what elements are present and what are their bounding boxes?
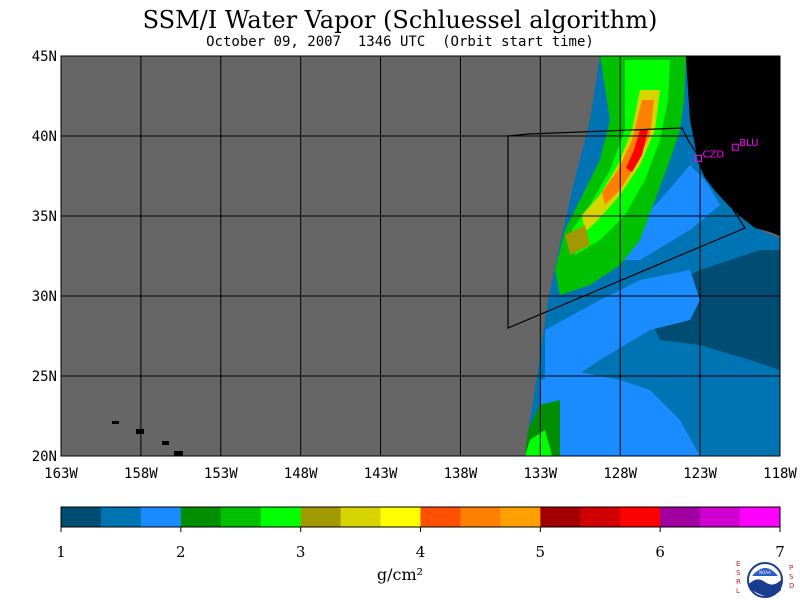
colorbar-tick-label: 1 (56, 543, 66, 561)
colorbar-tick-label: 7 (775, 543, 785, 561)
station-marker (731, 143, 739, 151)
colorbar-tick-labels: 1 2 3 4 5 6 7 (56, 527, 785, 561)
svg-text:E: E (736, 560, 740, 568)
colorbar-tick-label: 2 (176, 543, 186, 561)
svg-text:S: S (736, 569, 741, 577)
colorbar-swatch (660, 507, 701, 527)
station-marker (695, 154, 703, 162)
station-label: CZD (703, 149, 725, 160)
latitude-label: 25N (32, 369, 57, 385)
colorbar-swatch (620, 507, 661, 527)
longitude-label: 148W (284, 466, 318, 482)
longitude-label: 123W (683, 466, 717, 482)
map-title: SSM/I Water Vapor (Schluessel algorithm) (142, 6, 658, 34)
svg-text:R: R (736, 578, 741, 586)
svg-text:P: P (789, 564, 793, 572)
longitude-label: 138W (444, 466, 478, 482)
station-markers: CZD BLU (695, 138, 759, 162)
latitude-label: 45N (32, 49, 57, 65)
colorbar-swatch (700, 507, 741, 527)
colorbar-swatch (220, 507, 262, 527)
psd-letters: PSD (789, 564, 794, 590)
svg-text:S: S (789, 573, 794, 581)
svg-text:L: L (736, 587, 740, 595)
svg-text:NOAA: NOAA (759, 570, 771, 575)
colorbar-swatch (340, 507, 382, 527)
longitude-label: 128W (603, 466, 637, 482)
colorbar-swatch (740, 507, 781, 527)
colorbar (60, 506, 781, 528)
longitude-label: 153W (204, 466, 238, 482)
swath-lowest-vapor (640, 250, 780, 370)
station-label: BLU (739, 138, 758, 149)
map-border (60, 55, 781, 457)
latitude-label: 40N (32, 129, 57, 145)
map-panel (61, 56, 780, 456)
longitude-label: 118W (763, 466, 797, 482)
colorbar-units: g/cm² (376, 565, 424, 584)
colorbar-swatch (260, 507, 302, 527)
latitude-label: 35N (32, 209, 57, 225)
colorbar-swatch (580, 507, 621, 527)
colorbar-swatch (540, 507, 581, 527)
swath-blue-band (545, 270, 700, 400)
colorbar-swatch (180, 507, 222, 527)
colorbar-swatch (420, 507, 461, 527)
map-subtitle: October 09, 2007 1346 UTC (Orbit start t… (206, 34, 594, 50)
colorbar-swatch (460, 507, 501, 527)
longitude-label: 143W (364, 466, 398, 482)
longitude-label: 158W (124, 466, 158, 482)
colorbar-swatch (300, 507, 342, 527)
colorbar-swatch (140, 507, 182, 527)
latitude-label: 30N (32, 289, 57, 305)
swath-orange-core (602, 100, 654, 205)
latitude-label: 20N (32, 449, 57, 465)
swath-olive (565, 225, 590, 255)
longitude-labels: 163W 158W 153W 148W 143W 138W 133W 128W 123W 118W (44, 466, 797, 482)
colorbar-tick-label: 4 (416, 543, 426, 561)
hawaiian-islands (112, 421, 183, 456)
swath-green-south (525, 430, 552, 456)
colorbar-swatch (500, 507, 541, 527)
colorbar-swatch (380, 507, 421, 527)
svg-text:D: D (789, 582, 794, 590)
colorbar-tick-label: 3 (296, 543, 306, 561)
longitude-label: 133W (523, 466, 557, 482)
colorbar-tick-label: 5 (536, 543, 546, 561)
colorbar-swatch (61, 507, 102, 527)
longitude-label: 163W (44, 466, 78, 482)
orbit-track-outline (507, 127, 746, 329)
land-north-america (686, 56, 780, 236)
graticule (61, 56, 780, 456)
latitude-labels: 45N 40N 35N 30N 25N 20N (32, 49, 57, 465)
colorbar-tick-label: 6 (655, 543, 665, 561)
colorbar-swatch (100, 507, 142, 527)
swath-red-core (626, 130, 648, 172)
